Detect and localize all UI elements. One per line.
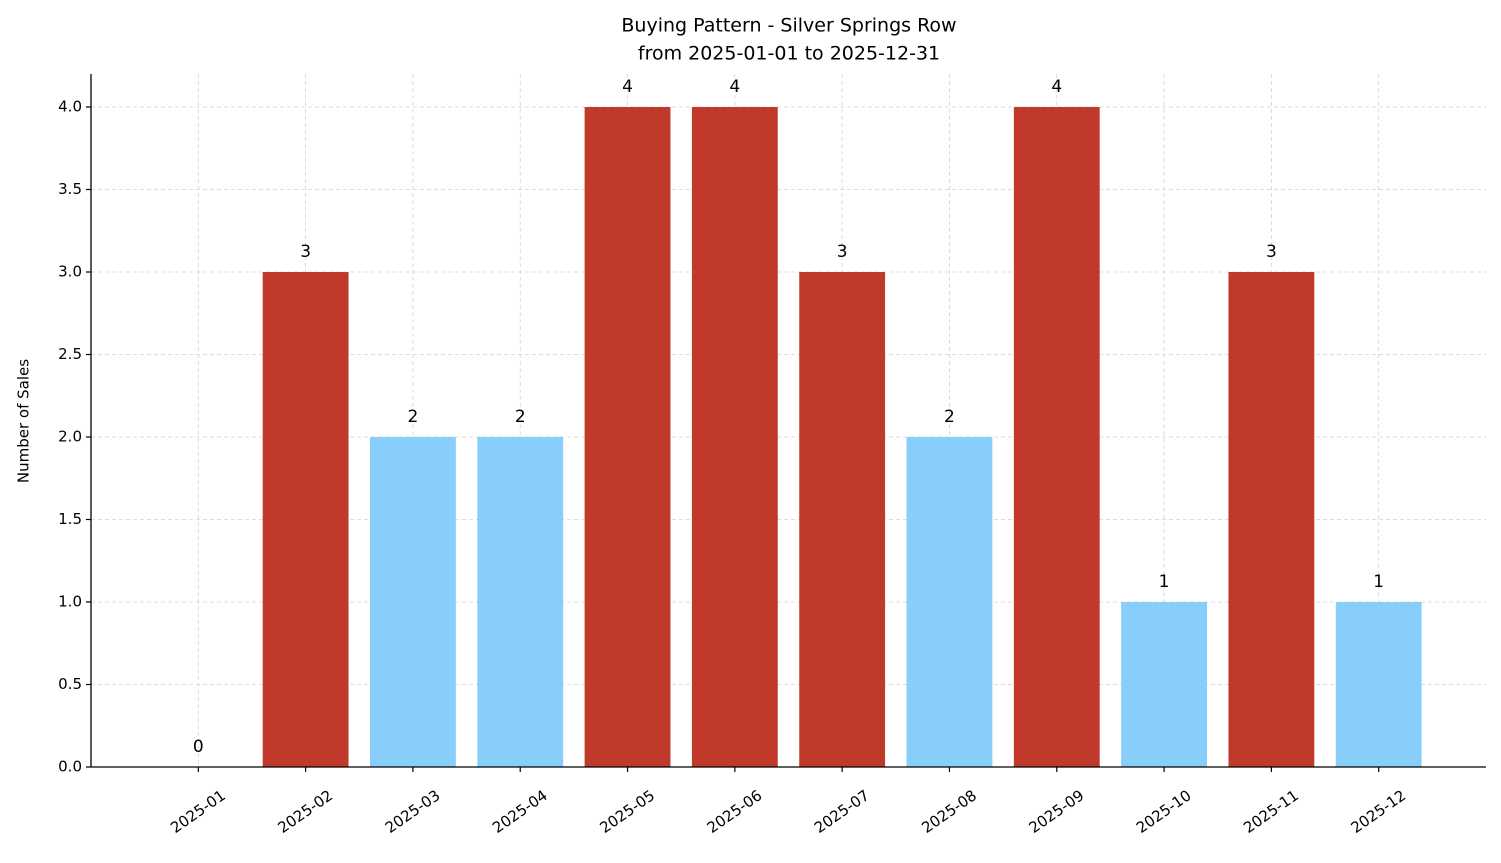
bar [1228,272,1315,767]
x-tick-label: 2025-02 [274,786,336,837]
value-label: 2 [408,407,419,427]
bar [1121,602,1207,767]
value-label: 4 [729,77,740,97]
bar [1013,107,1100,767]
x-tick-label: 2025-04 [489,786,551,837]
bar [477,437,564,767]
x-tick-label: 2025-10 [1133,786,1195,837]
y-tick-label: 1.5 [58,510,82,528]
x-tick-label: 2025-06 [704,786,766,837]
x-tick-label: 2025-09 [1026,786,1088,837]
chart-subtitle: from 2025-01-01 to 2025-12-31 [638,43,940,65]
value-label: 0 [193,737,204,757]
x-tick-label: 2025-07 [811,786,873,837]
value-label: 2 [515,407,526,427]
value-label: 2 [944,407,955,427]
y-tick-label: 3.0 [58,263,82,281]
x-tick-label: 2025-01 [167,786,229,837]
y-tick-label: 0.5 [58,675,82,693]
bar [370,437,456,767]
y-axis-label: Number of Sales [15,359,33,483]
y-tick-label: 2.0 [58,428,82,446]
x-tick-label: 2025-03 [382,786,444,837]
x-tick-label: 2025-11 [1240,786,1302,837]
bar [906,437,993,767]
bar [799,272,886,767]
x-tick-label: 2025-08 [918,786,980,837]
value-label: 4 [1051,77,1062,97]
value-label: 4 [622,77,633,97]
value-label: 1 [1159,572,1170,592]
y-tick-label: 3.5 [58,180,82,198]
value-label: 3 [837,242,848,262]
y-tick-label: 2.5 [58,345,82,363]
value-label: 3 [1266,242,1277,262]
bar [1335,602,1422,767]
value-label: 3 [300,242,311,262]
bar [691,107,778,767]
x-tick-label: 2025-05 [596,786,658,837]
value-label: 1 [1373,572,1384,592]
y-tick-label: 0.0 [58,758,82,776]
chart-title: Buying Pattern - Silver Springs Row [621,15,956,37]
y-tick-label: 1.0 [58,593,82,611]
bar [262,272,349,767]
y-tick-label: 4.0 [58,98,82,116]
bar [584,107,671,767]
x-tick-label: 2025-12 [1348,786,1410,837]
